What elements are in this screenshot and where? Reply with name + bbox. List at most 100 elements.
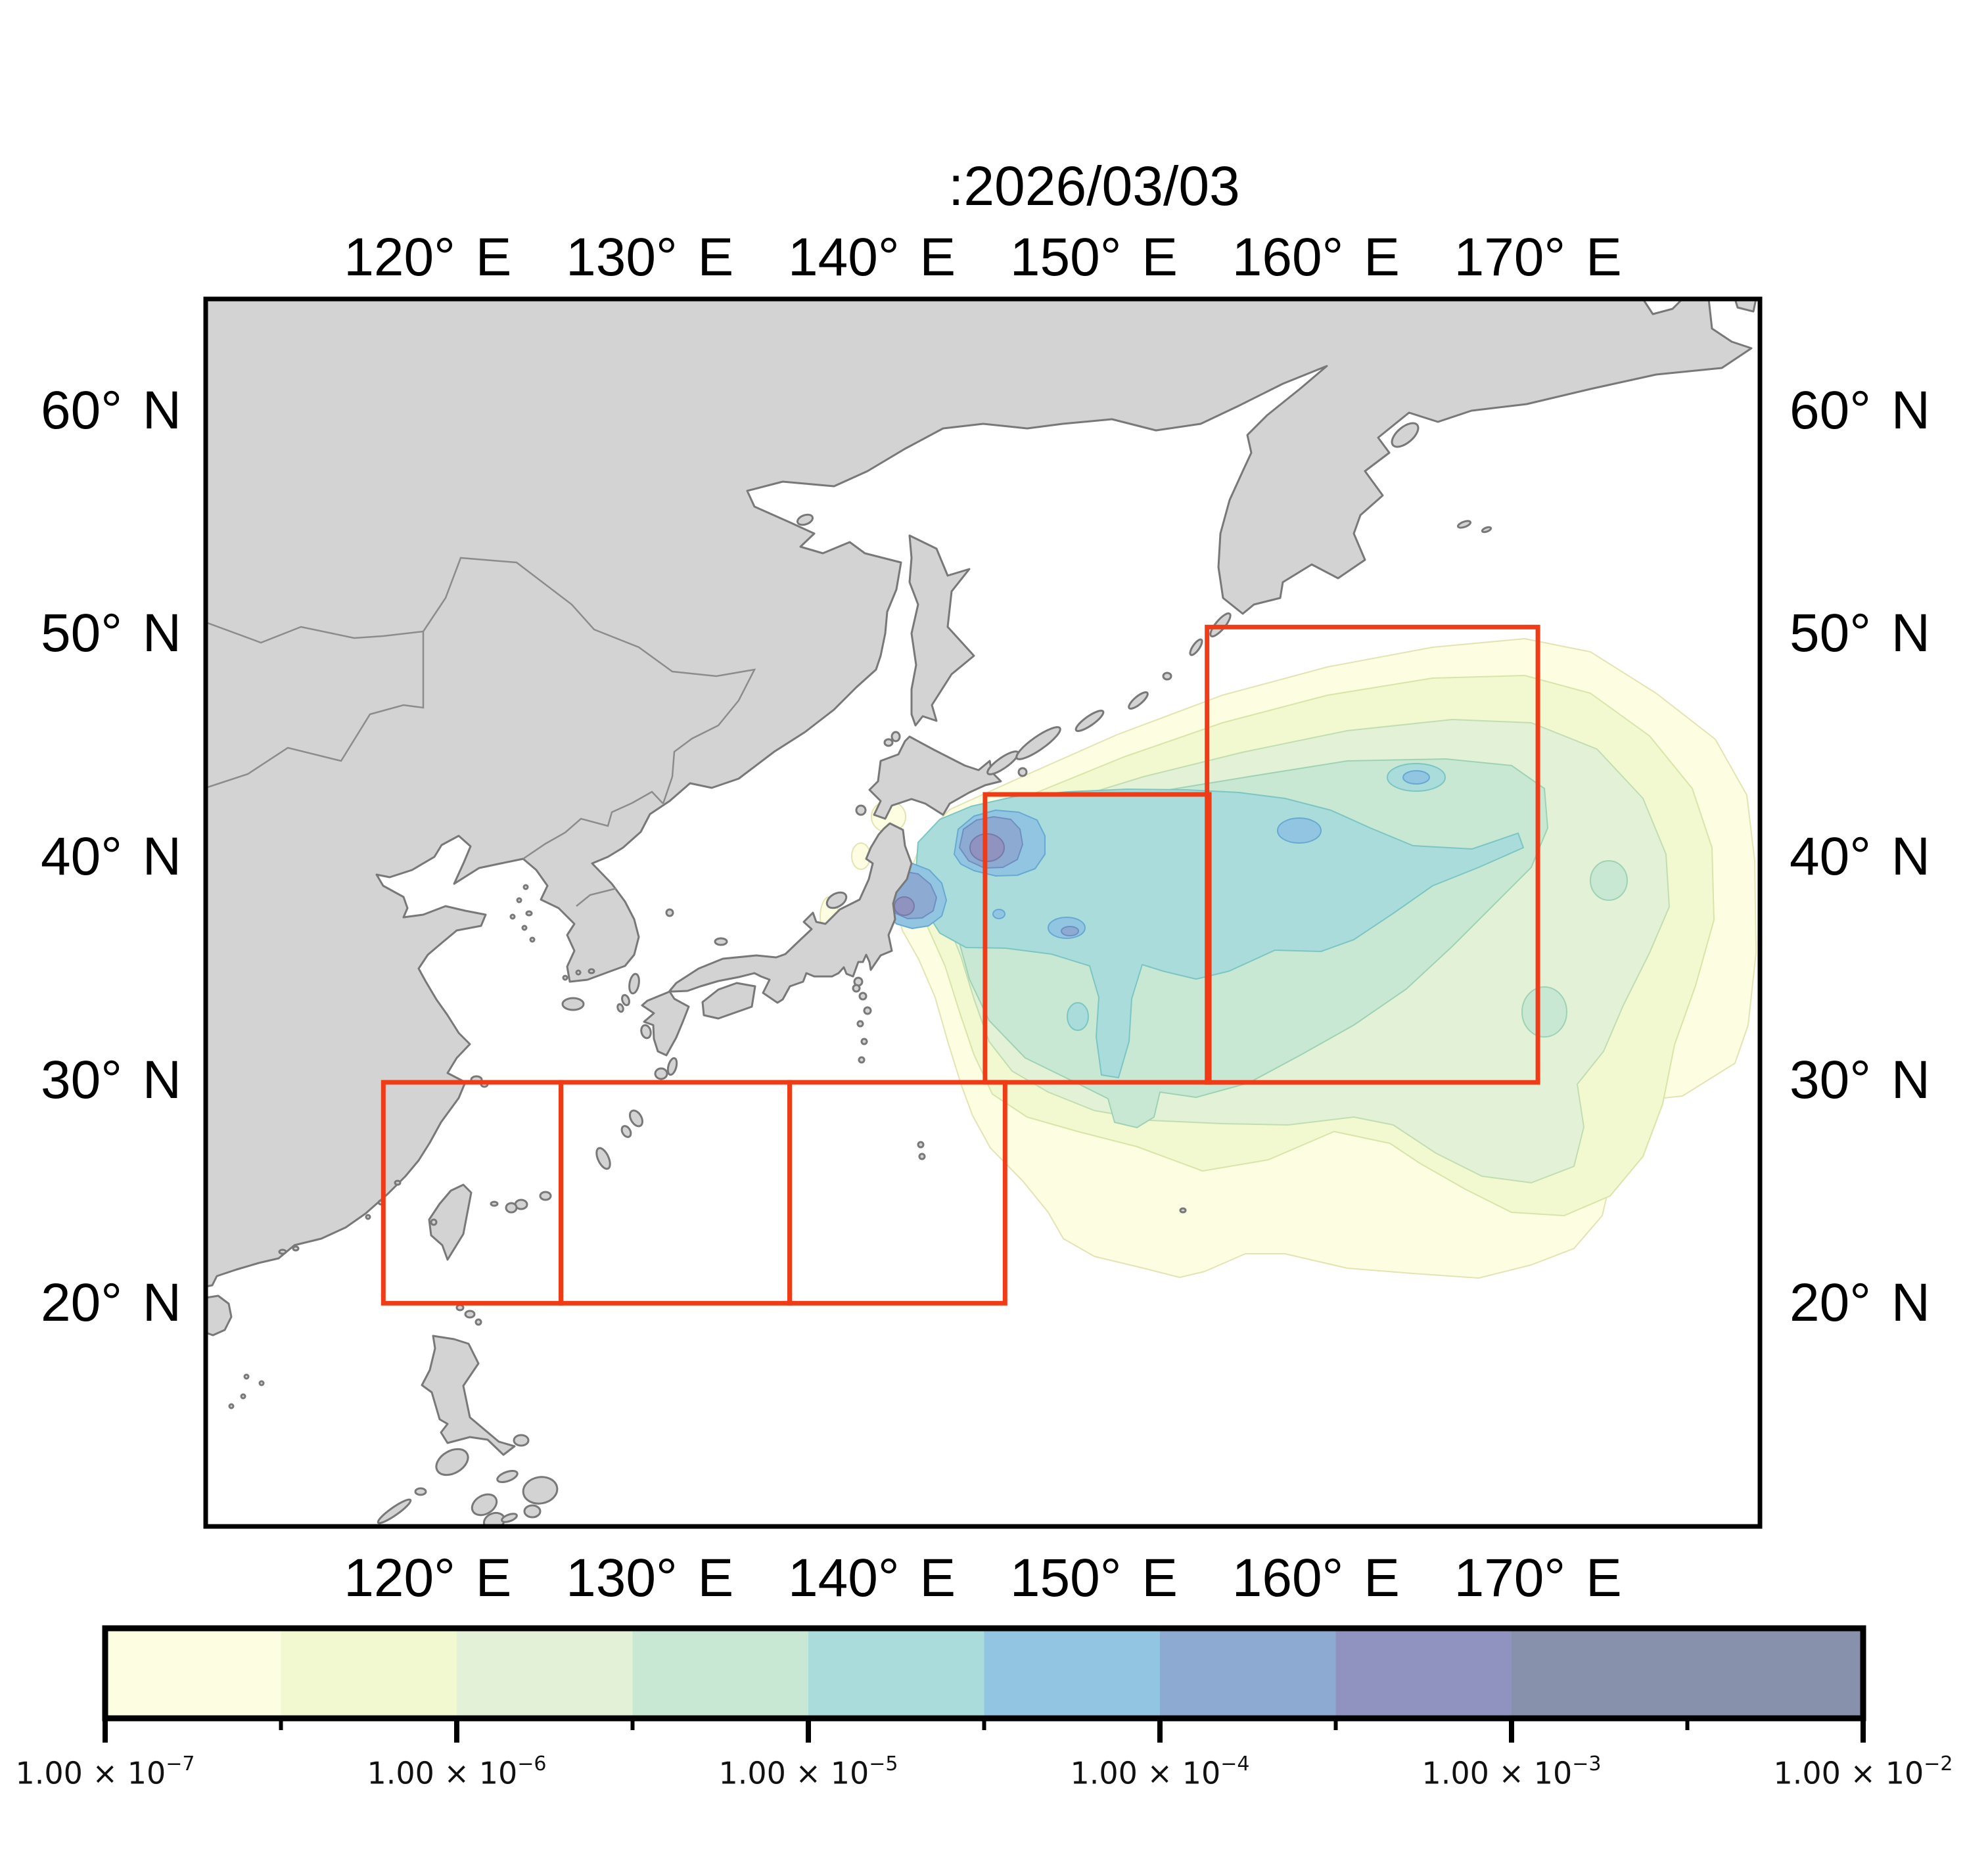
small-island [825, 891, 848, 909]
lat-label-right-40: 40° N [1790, 827, 1931, 887]
small-island [525, 910, 533, 917]
colorbar-segment-4 [632, 1628, 808, 1718]
lon-label-top-120: 120° E [344, 227, 512, 287]
small-island [464, 1310, 476, 1319]
small-island [505, 1202, 518, 1214]
small-island [890, 731, 901, 743]
lon-label-top-170: 170° E [1454, 227, 1622, 287]
border-korea-dmz [576, 887, 617, 907]
small-island [243, 1373, 250, 1380]
colorbar-label-exponent: −5 [869, 1752, 898, 1775]
small-island [258, 1380, 265, 1386]
small-island [595, 1147, 611, 1170]
colorbar-tick-label-1e-7: 1.00 × 10−7 [16, 1750, 195, 1790]
small-island [521, 925, 528, 931]
colorbar-segment-3 [457, 1628, 633, 1718]
contour-level-4-blob [1521, 986, 1567, 1038]
small-island [1481, 526, 1492, 534]
small-island [365, 1214, 371, 1220]
lat-label-left-50: 50° N [41, 603, 182, 664]
contour-level-5-blob [1067, 1002, 1089, 1031]
border-russia-china [422, 557, 756, 804]
small-island [523, 1504, 542, 1519]
small-island [561, 997, 585, 1011]
lon-label-bottom-160: 160° E [1232, 1548, 1400, 1608]
colorbar-tick-label-1e-2: 1.00 × 10−2 [1774, 1750, 1953, 1790]
landmasses [206, 299, 1757, 1526]
small-island [1457, 520, 1471, 529]
border-russia-mongolia [206, 621, 424, 644]
contour-level-6-blob [992, 909, 1006, 919]
small-island [796, 513, 814, 526]
colorbar-segment-9 [1512, 1628, 1863, 1718]
south-east-box [787, 1080, 1007, 1306]
small-island [394, 1179, 402, 1186]
offshore-central-box [982, 792, 1212, 1085]
small-island [917, 1141, 925, 1149]
lon-label-bottom-170: 170° E [1454, 1548, 1622, 1608]
lon-label-bottom-150: 150° E [1009, 1548, 1178, 1608]
colorbar-tick-label-1e-6: 1.00 × 10−6 [367, 1750, 547, 1790]
lat-label-right-60: 60° N [1790, 380, 1931, 440]
small-island [490, 1201, 499, 1207]
colorbar-segment-2 [281, 1628, 457, 1718]
small-island [665, 908, 674, 917]
small-island [516, 897, 522, 904]
small-island [1015, 726, 1061, 760]
lon-label-bottom-140: 140° E [788, 1548, 956, 1608]
lat-label-left-30: 30° N [41, 1049, 182, 1110]
small-island [918, 1153, 926, 1160]
small-island [860, 1038, 868, 1045]
small-island [240, 1393, 246, 1400]
contour-level-6-blob [1277, 817, 1322, 844]
border-mongolia-china [206, 631, 425, 789]
contour-level-4-blob [1590, 860, 1628, 901]
island-kyushu [641, 990, 690, 1057]
colorbar-tick-label-1e-5: 1.00 × 10−5 [719, 1750, 898, 1790]
colorbar-segment-8 [1335, 1628, 1512, 1718]
small-island [714, 937, 728, 946]
small-island [471, 1493, 498, 1517]
small-island [856, 1020, 864, 1028]
small-island [1189, 638, 1203, 656]
small-island [858, 1056, 866, 1064]
colorbar-segment-7 [1160, 1628, 1336, 1718]
colorbar-tick-label-1e-3: 1.00 × 10−3 [1422, 1750, 1602, 1790]
small-island [377, 1498, 412, 1524]
small-island [1162, 672, 1172, 681]
colorbar-label-base: 1.00 × 10 [718, 1755, 869, 1791]
colorbar-label-exponent: −3 [1572, 1752, 1602, 1775]
small-island [883, 738, 894, 747]
small-island [414, 1487, 427, 1496]
small-island [278, 1248, 287, 1255]
small-island [522, 1476, 559, 1505]
small-island [654, 1067, 668, 1080]
island-taiwan [428, 1183, 473, 1261]
lon-label-top-150: 150° E [1009, 227, 1178, 287]
lat-label-right-20: 20° N [1790, 1273, 1931, 1333]
lon-label-bottom-120: 120° E [344, 1548, 512, 1608]
island-sakhalin [908, 534, 975, 727]
colorbar-label-base: 1.00 × 10 [1422, 1755, 1573, 1791]
small-island [513, 1434, 530, 1447]
contour-level-7-blob [1061, 926, 1079, 936]
small-island [529, 936, 536, 943]
lon-label-top-160: 160° E [1232, 227, 1400, 287]
colorbar-label-exponent: −2 [1924, 1752, 1953, 1775]
island-top-right-fragment [1734, 299, 1757, 313]
colorbar-label-base: 1.00 × 10 [1070, 1755, 1221, 1791]
colorbar-ticks [103, 1718, 1866, 1743]
border-china-northkorea [522, 790, 664, 860]
colorbar-label-exponent: −6 [517, 1752, 547, 1775]
small-island [666, 1057, 678, 1076]
colorbar-segment-6 [984, 1628, 1160, 1718]
small-island [616, 1003, 624, 1013]
small-island [474, 1318, 482, 1326]
island-hokkaido [868, 735, 1002, 820]
colorbar-label-exponent: −7 [166, 1752, 195, 1775]
colorbar-label-base: 1.00 × 10 [1773, 1755, 1924, 1791]
small-island [1075, 710, 1105, 732]
lat-label-left-60: 60° N [41, 380, 182, 440]
colorbar-segment-5 [808, 1628, 984, 1718]
